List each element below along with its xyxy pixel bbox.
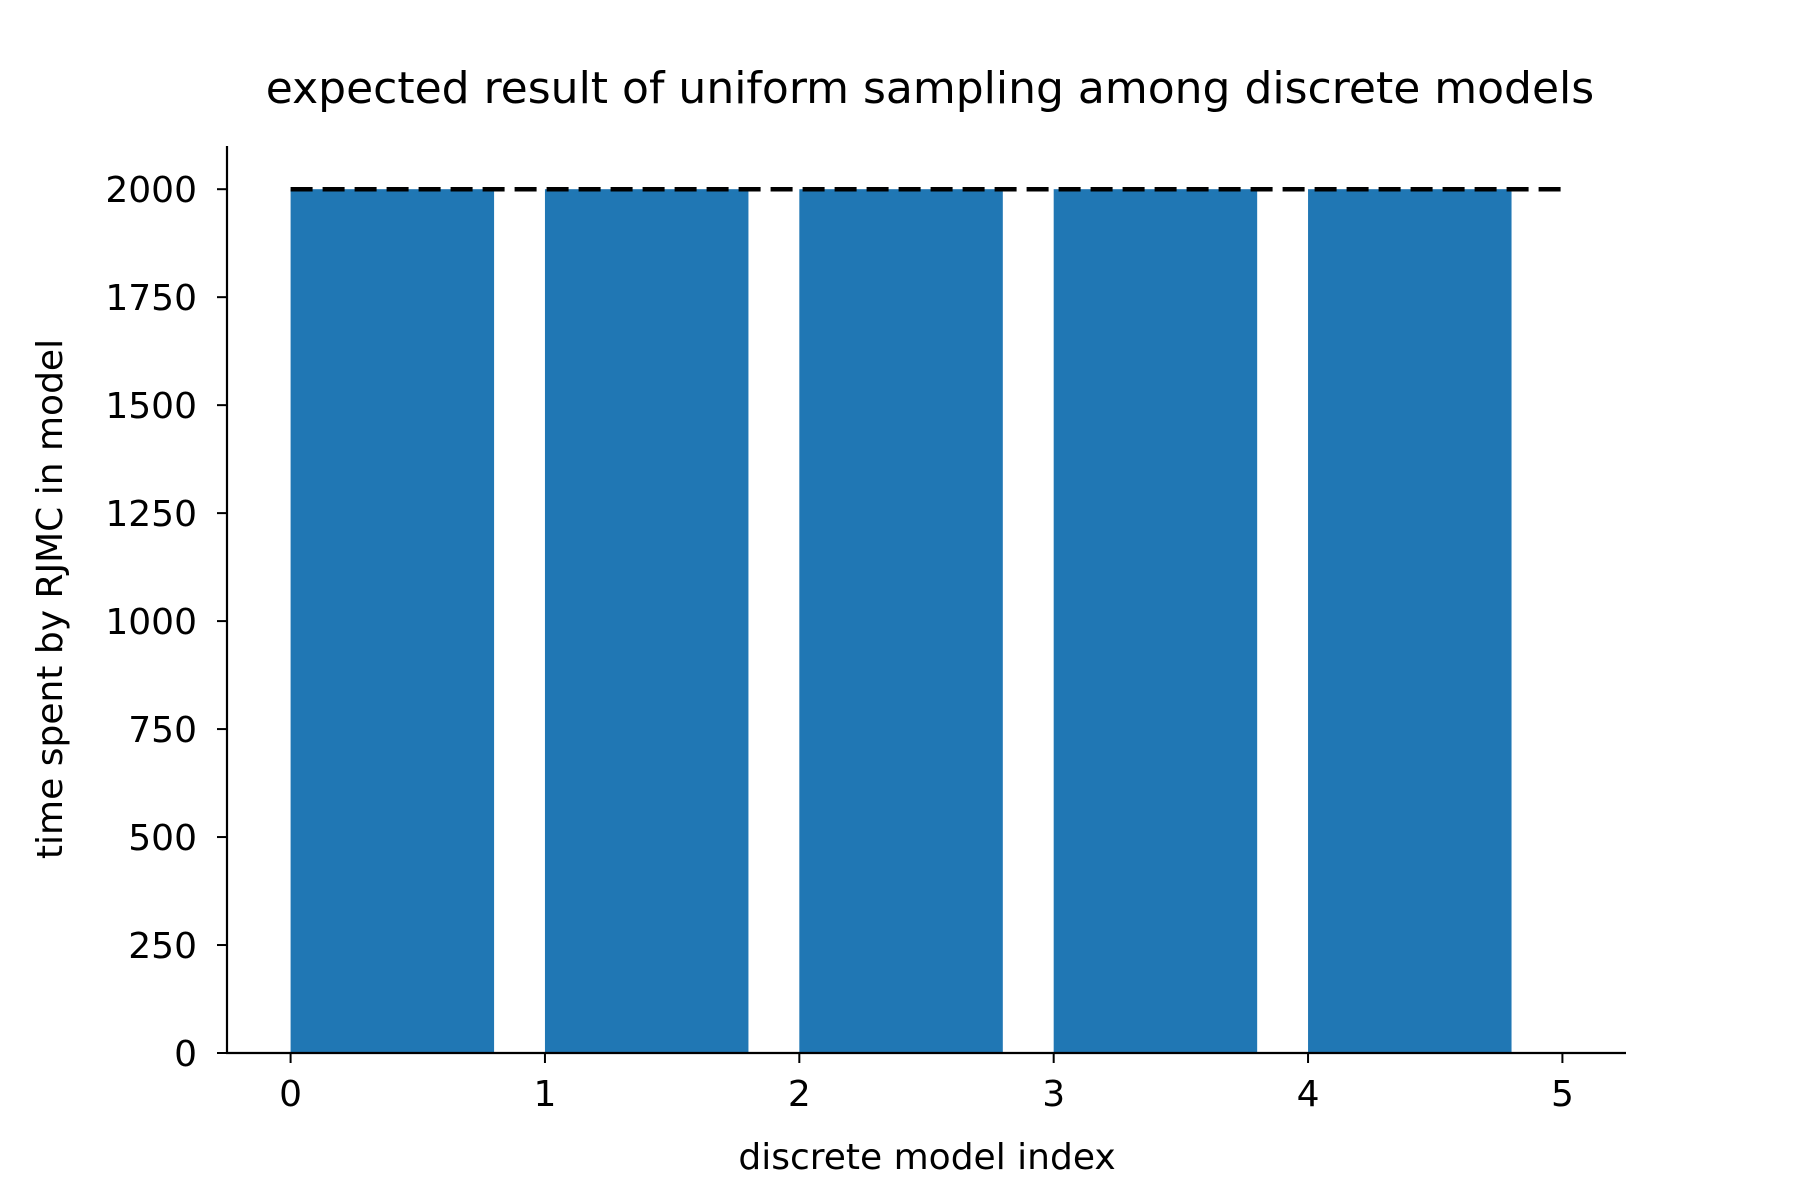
- y-tick-label: 1250: [105, 494, 197, 535]
- y-tick-label: 500: [128, 818, 197, 859]
- y-tick-label: 1000: [105, 602, 197, 643]
- x-tick-label: 2: [788, 1074, 811, 1115]
- chart-title: expected result of uniform sampling amon…: [266, 63, 1594, 114]
- y-tick-label: 2000: [105, 170, 197, 211]
- y-tick-label: 1750: [105, 278, 197, 319]
- bar-model-4: [1308, 189, 1512, 1053]
- x-ticks-group: 0 1 2 3 4 5: [279, 1053, 1574, 1115]
- y-ticks-group: 0 250 500 750 1000 1250 1500 1750 2000: [105, 170, 227, 1075]
- bar-model-2: [799, 189, 1003, 1053]
- bar-model-0: [290, 189, 495, 1053]
- x-tick-label: 3: [1042, 1074, 1065, 1115]
- bar-model-1: [544, 189, 749, 1053]
- x-tick-label: 0: [279, 1074, 302, 1115]
- x-axis-label: discrete model index: [738, 1137, 1115, 1178]
- bar-model-3: [1053, 189, 1258, 1053]
- x-tick-label: 4: [1297, 1074, 1320, 1115]
- y-tick-label: 250: [128, 926, 197, 967]
- y-axis-label: time spent by RJMC in model: [30, 339, 71, 859]
- x-tick-label: 5: [1551, 1074, 1574, 1115]
- x-tick-label: 1: [534, 1074, 557, 1115]
- y-tick-label: 0: [174, 1034, 197, 1075]
- y-tick-label: 750: [128, 710, 197, 751]
- y-tick-label: 1500: [105, 386, 197, 427]
- bars-group: [290, 189, 1512, 1053]
